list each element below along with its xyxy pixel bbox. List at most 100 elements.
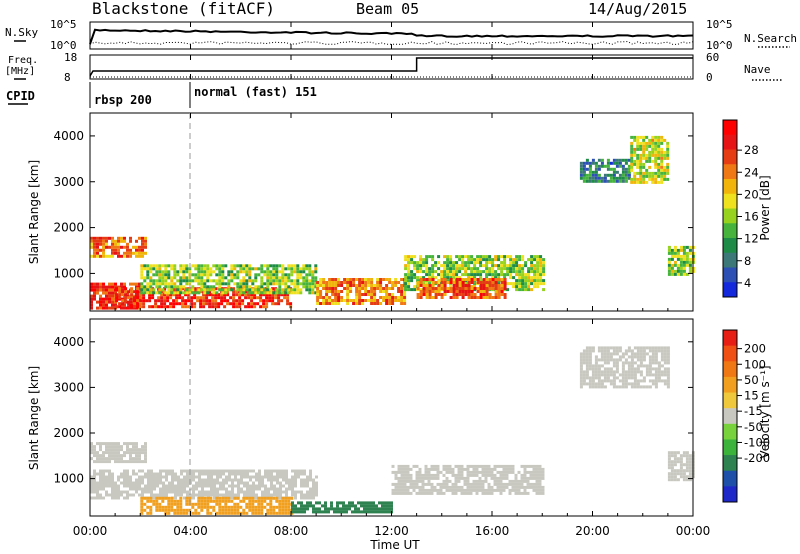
power-cell: [114, 245, 117, 249]
velocity-cell: [114, 493, 117, 497]
power-cell: [630, 165, 634, 169]
velocity-cell: [463, 482, 467, 486]
power-cell: [358, 290, 362, 293]
power-cell: [530, 258, 534, 262]
velocity-cell: [667, 454, 671, 458]
power-cell: [582, 170, 586, 174]
power-cell: [419, 267, 423, 271]
velocity-cell: [621, 379, 625, 383]
velocity-cell: [591, 364, 595, 368]
velocity-cell: [108, 448, 111, 452]
power-cell: [163, 305, 167, 309]
velocity-cell: [615, 385, 619, 389]
velocity-cell: [660, 379, 664, 383]
power-cell: [254, 273, 258, 277]
velocity-cell: [312, 504, 315, 508]
power-cell: [108, 294, 111, 298]
power-cell: [473, 287, 477, 290]
power-cell: [624, 167, 628, 171]
velocity-cell: [588, 382, 592, 386]
velocity-cell: [670, 463, 674, 467]
velocity-cell: [210, 493, 213, 497]
power-cell: [648, 171, 652, 175]
velocity-cell: [538, 464, 542, 468]
velocity-cell: [466, 491, 470, 495]
power-cell: [287, 273, 291, 277]
velocity-cell: [216, 475, 219, 479]
velocity-cell: [673, 454, 677, 458]
velocity-cell: [252, 469, 255, 473]
power-cell: [118, 296, 122, 300]
power-cell: [497, 278, 501, 281]
power-cell: [639, 141, 643, 145]
velocity-cell: [511, 464, 515, 468]
velocity-cell: [162, 475, 165, 479]
velocity-cell: [239, 505, 243, 509]
power-cell: [651, 141, 655, 145]
velocity-cell: [357, 507, 360, 511]
power-cell: [245, 288, 249, 292]
power-cell: [446, 258, 450, 262]
velocity-cell: [585, 346, 589, 350]
velocity-cell: [585, 361, 589, 365]
velocity-cell: [288, 478, 291, 482]
velocity-cell: [198, 472, 201, 476]
power-cell: [111, 251, 114, 255]
power-cell: [367, 293, 371, 296]
power-cell: [290, 291, 294, 295]
power-cell: [527, 279, 531, 283]
power-cell: [155, 291, 159, 295]
velocity-cell: [246, 481, 249, 485]
velocity-cell: [294, 504, 297, 508]
power-cell: [305, 267, 309, 271]
power-cell: [660, 174, 664, 178]
power-cell: [518, 285, 522, 289]
velocity-cell: [90, 448, 93, 452]
power-cell: [293, 270, 297, 274]
power-cell: [260, 285, 264, 289]
power-cell: [124, 287, 128, 291]
velocity-cell: [657, 367, 661, 371]
velocity-cell: [354, 510, 357, 514]
velocity-cell: [609, 367, 613, 371]
velocity-cell: [466, 476, 470, 480]
velocity-cell: [654, 379, 658, 383]
power-cell: [431, 284, 435, 287]
velocity-cell: [454, 476, 458, 480]
power-cell: [278, 264, 282, 268]
power-cell: [164, 267, 168, 271]
velocity-cell: [261, 484, 264, 488]
power-cell: [503, 258, 507, 262]
velocity-cell: [639, 361, 643, 365]
power-cell: [431, 270, 435, 274]
velocity-cell: [143, 502, 147, 506]
velocity-cell: [472, 470, 476, 474]
power-cell: [585, 173, 589, 177]
velocity-cell: [171, 490, 174, 494]
velocity-cell: [400, 467, 404, 471]
velocity-cell: [102, 484, 105, 488]
velocity-cell: [642, 352, 646, 356]
velocity-cell: [219, 481, 222, 485]
power-cell: [479, 290, 483, 293]
power-cell: [413, 273, 417, 277]
x-tick-label: 20:00: [575, 524, 610, 538]
velocity-cell: [484, 473, 488, 477]
velocity-cell: [603, 367, 607, 371]
velocity-cell: [508, 482, 512, 486]
power-cell: [612, 176, 616, 180]
velocity-cell: [186, 469, 189, 473]
velocity-cell: [114, 460, 117, 464]
velocity-cell: [679, 475, 683, 479]
power-cell: [96, 300, 99, 304]
power-cell: [346, 281, 350, 284]
power-cell: [518, 270, 522, 274]
velocity-cell: [397, 476, 401, 480]
power-cell: [530, 276, 534, 280]
power-cell: [334, 281, 338, 284]
velocity-cell: [427, 467, 431, 471]
power-cell: [645, 159, 649, 163]
noise-right-label: N.Search: [744, 32, 797, 45]
velocity-cell: [670, 469, 674, 473]
power-cell: [485, 255, 489, 259]
